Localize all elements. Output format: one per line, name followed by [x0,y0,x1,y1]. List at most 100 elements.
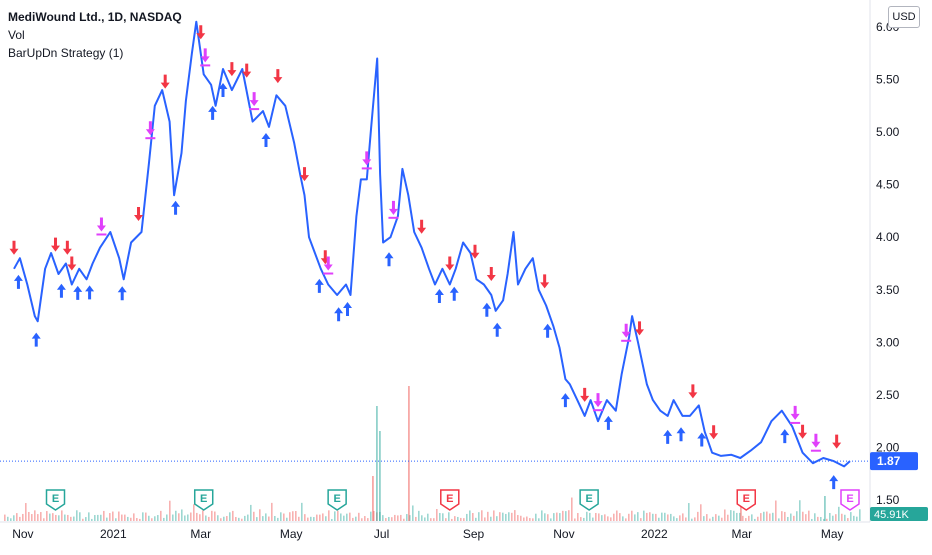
volume-bar [493,510,495,521]
x-tick-label: Sep [463,527,485,541]
long-entry-marker [13,274,23,289]
volume-bar [139,518,141,521]
volume-bar [766,511,768,521]
volume-bar [769,513,771,521]
volume-bar [712,516,714,521]
volume-bar [97,514,99,521]
earnings-badge[interactable]: E [45,489,66,511]
long-entry-marker [85,285,95,300]
volume-bar [517,515,519,521]
volume-bar [127,516,129,521]
earnings-badge[interactable]: E [193,489,214,511]
volume-bar [721,517,723,521]
volume-bar [850,512,852,521]
volume-bar [691,518,693,521]
volume-bar [760,513,762,521]
volume-bar [502,512,504,521]
long-entry-marker [56,283,66,298]
volume-bar [427,513,429,521]
volume-bar [556,512,558,521]
x-tick-label: Nov [553,527,574,541]
earnings-badge[interactable]: E [736,489,756,511]
earnings-badge[interactable]: E [327,489,347,511]
symbol-title[interactable]: MediWound Ltd., 1D, NASDAQ [8,10,182,24]
long-entry-marker [434,289,444,304]
volume-bar [175,510,177,521]
volume-bar [283,513,285,521]
volume-bar [697,511,699,521]
volume-bar [625,518,627,521]
earnings-badge[interactable]: E [579,489,599,511]
earnings-badge[interactable]: E [440,489,460,511]
volume-bar [634,514,636,521]
volume-bar [229,512,231,521]
short-entry-marker [486,267,496,282]
volume-bar [256,517,258,521]
short-entry-marker [196,25,206,40]
volume-bar [22,513,24,521]
volume-bar [637,512,639,521]
volume-bar [820,517,822,521]
volume-bar [364,516,366,521]
volume-bar [601,515,603,521]
volume-bar [538,518,540,521]
volume-value-tag: 45.91K [870,507,928,521]
volume-bar [772,512,774,521]
volume-bar [631,510,633,521]
volume-bar [58,515,60,521]
long-entry-marker [73,285,83,300]
volume-bar [7,516,9,521]
volume-bar [232,510,234,521]
volume-bar [103,510,105,521]
volume-bar [694,517,696,521]
earnings-badge[interactable]: E [840,489,860,511]
volume-spike [379,431,381,521]
volume-bar [484,517,486,521]
volume-indicator-label[interactable]: Vol [8,28,25,42]
volume-bar [91,518,93,521]
volume-bar [433,518,435,521]
volume-bar [823,518,825,521]
volume-bar [166,514,168,521]
volume-bar [706,514,708,521]
strategy-label[interactable]: BarUpDn Strategy (1) [8,46,124,60]
long-entry-marker [171,200,181,215]
currency-button[interactable]: USD [888,6,920,28]
volume-bar [16,513,18,521]
volume-bar [763,511,765,521]
volume-bar [472,513,474,521]
volume-bar [841,513,843,521]
volume-bar [235,516,237,521]
earnings-badge-label: E [743,493,750,505]
volume-bar [439,512,441,521]
volume-bar [181,509,183,521]
volume-bar [394,514,396,521]
volume-bar [454,516,456,521]
volume-bar [607,516,609,521]
short-entry-marker [635,321,645,336]
volume-bar [520,515,522,521]
x-tick-label: Jul [374,527,389,541]
earnings-badge-label: E [333,493,340,505]
long-entry-marker [780,429,790,444]
volume-bar [118,511,120,521]
volume-bar [844,514,846,521]
volume-bar [715,514,717,521]
volume-bar [805,514,807,521]
volume-bar [508,512,510,521]
volume-bar [742,515,744,521]
volume-bar [397,515,399,521]
volume-bar [754,518,756,521]
volume-bar [661,512,663,521]
long-entry-marker [482,302,492,317]
volume-bar [52,513,54,521]
volume-bar [466,513,468,521]
volume-bar [220,518,222,521]
y-tick-label: 2.00 [876,440,900,454]
volume-bar [28,511,30,521]
volume-bar [208,516,210,521]
volume-bar [145,512,147,521]
short-entry-marker [273,69,283,84]
